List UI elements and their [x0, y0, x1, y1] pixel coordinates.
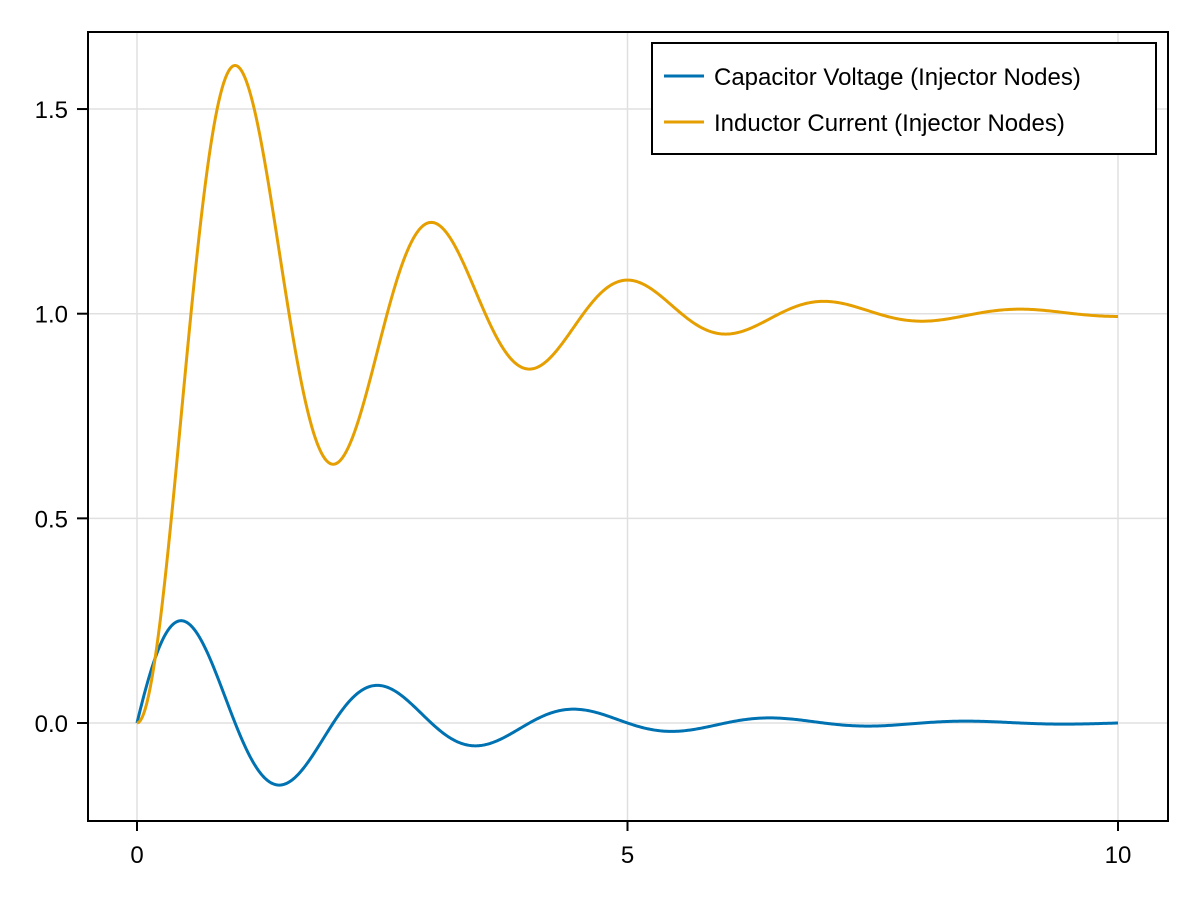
plot-series: [135, 63, 1119, 787]
legend: Capacitor Voltage (Injector Nodes) Induc…: [651, 42, 1157, 155]
y-tick-label: 1.5: [35, 97, 68, 124]
x-tick-label: 5: [621, 842, 634, 869]
y-tick-label: 1.0: [35, 302, 68, 329]
x-axis-ticks: 0 5 10: [130, 821, 1131, 869]
y-tick-label: 0.0: [35, 711, 68, 738]
legend-item-inductor-current: Inductor Current (Injector Nodes): [664, 110, 1065, 137]
grid-lines: [88, 32, 1168, 821]
series-capacitor-voltage: [135, 619, 1119, 787]
y-tick-label: 0.5: [35, 506, 68, 533]
legend-label-capacitor-voltage: Capacitor Voltage (Injector Nodes): [714, 64, 1081, 91]
legend-item-capacitor-voltage: Capacitor Voltage (Injector Nodes): [664, 64, 1081, 91]
legend-box: [651, 42, 1157, 155]
y-axis-ticks: 0.0 0.5 1.0 1.5: [35, 97, 88, 738]
x-tick-label: 10: [1105, 842, 1132, 869]
series-inductor-current: [136, 63, 1119, 725]
x-tick-label: 0: [130, 842, 143, 869]
legend-label-inductor-current: Inductor Current (Injector Nodes): [714, 110, 1065, 137]
